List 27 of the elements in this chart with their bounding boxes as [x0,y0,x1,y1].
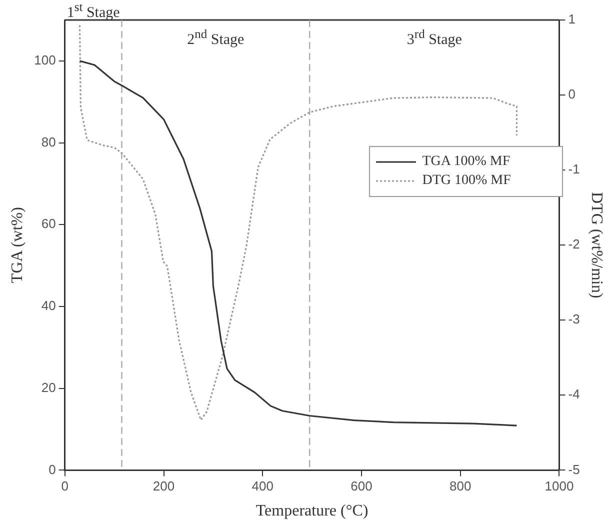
y2-tick-label: -1 [568,162,580,177]
x-tick-label: 600 [350,478,372,494]
y-tick-label: 20 [41,380,56,395]
annotation: 1$^{st}$ Stage [66,0,121,22]
y2-tick-label: 0 [568,86,576,102]
y-tick-label: 60 [41,216,56,232]
y-tick-label: 80 [41,134,56,150]
annotation: 2$^{nd}$ Stage [186,27,246,49]
x-tick-label: 1000 [544,478,574,494]
x-tick-label: 200 [152,478,175,494]
y2-tick-label: -2 [568,236,580,252]
legend-label: DTG 100% MF [422,173,511,190]
x-axis-title: Temperature (°C) [256,502,368,520]
y2-tick-label: -3 [568,312,580,327]
y2-tick-label: -5 [568,462,580,477]
legend-label: TGA 100% MF [422,154,510,170]
y-axis-title: TGA (wt%) [8,207,26,284]
y-tick-label: 0 [48,462,56,477]
annotation: 3$^{rd}$ Stage [406,27,463,49]
x-tick-label: 800 [450,478,472,494]
y2-axis-title: DTG (wt%/min) [588,192,606,298]
y2-tick-label: -4 [568,386,580,402]
x-tick-label: 0 [61,478,69,494]
x-tick-label: 400 [252,478,274,494]
y-tick-label: 40 [41,298,56,314]
y-tick-label: 100 [34,52,56,68]
y2-tick-label: 1 [568,12,576,27]
